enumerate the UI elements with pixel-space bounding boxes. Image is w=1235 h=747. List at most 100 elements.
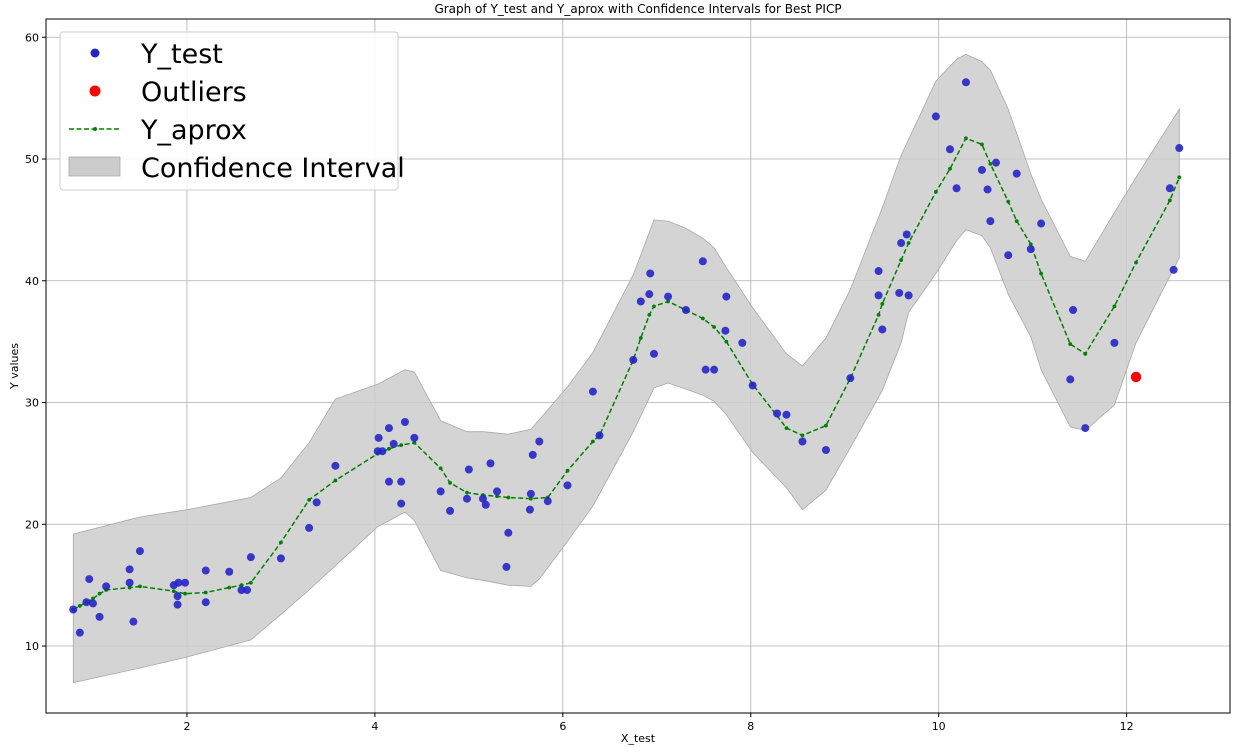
- y-test-point: [75, 628, 84, 637]
- legend: Y_test Outliers Y_aprox Confidence Inter…: [59, 31, 405, 191]
- y-test-point: [95, 612, 104, 621]
- y-test-point: [129, 617, 138, 626]
- confidence-interval-area: [72, 53, 1180, 684]
- y-test-point: [276, 554, 285, 563]
- y-aprox-marker: [127, 585, 132, 590]
- y-test-point: [902, 230, 911, 239]
- y-test-point: [878, 325, 887, 334]
- y-aprox-marker: [77, 603, 82, 608]
- y-test-point: [384, 477, 393, 486]
- y-aprox-marker: [1134, 260, 1138, 265]
- y-test-point: [649, 349, 658, 358]
- y-aprox-marker: [906, 241, 911, 245]
- y-aprox-marker: [465, 490, 469, 495]
- y-test-point: [636, 297, 645, 306]
- x-axis-ticks: 2 4 6 8 10 12: [183, 713, 1134, 733]
- y-aprox-marker: [1028, 242, 1033, 247]
- y-test-point: [173, 600, 182, 609]
- y-test-point: [983, 185, 992, 194]
- y-test-point: [481, 500, 490, 509]
- y-test-point: [69, 605, 78, 614]
- y-aprox-marker: [1039, 271, 1044, 276]
- y-aprox-marker: [227, 585, 232, 590]
- y-aprox-marker: [1167, 198, 1172, 203]
- y-aprox-marker: [495, 494, 499, 499]
- y-test-point: [1012, 169, 1021, 178]
- y-test-point: [1175, 144, 1184, 153]
- y-aprox-marker: [800, 433, 805, 438]
- y-aprox-marker: [899, 258, 904, 262]
- y-test-point: [773, 409, 782, 418]
- y-aprox-marker: [506, 495, 511, 500]
- x-tick-label: 2: [183, 720, 190, 733]
- y-aprox-marker: [933, 189, 938, 194]
- y-test-point: [400, 418, 409, 427]
- legend-label-confidence-interval: Confidence Interval: [141, 153, 405, 184]
- y-test-point: [243, 586, 252, 595]
- y-aprox-marker: [1014, 219, 1019, 224]
- legend-outliers-marker: [89, 85, 101, 97]
- y-test-point: [721, 326, 730, 335]
- y-aprox-marker: [279, 540, 283, 545]
- legend-y-test-marker: [90, 48, 100, 58]
- y-test-point: [748, 381, 757, 390]
- y-test-point: [535, 437, 544, 446]
- legend-swatch-y-aprox: [69, 127, 120, 131]
- y-test-point: [782, 410, 791, 419]
- y-test-point: [201, 566, 210, 575]
- y-aprox-marker: [91, 596, 95, 601]
- y-test-point: [436, 487, 445, 496]
- y-tick-label: 20: [25, 518, 39, 531]
- outlier-point: [1130, 371, 1142, 383]
- y-test-point: [1110, 338, 1119, 347]
- y-aprox-marker: [565, 468, 570, 473]
- y-test-point: [961, 78, 970, 87]
- y-test-point: [225, 567, 234, 576]
- y-test-point: [312, 498, 321, 507]
- y-test-point: [82, 598, 91, 607]
- y-aprox-marker: [700, 316, 705, 321]
- x-tick-label: 10: [932, 720, 946, 733]
- y-aprox-line: [72, 137, 1180, 611]
- y-test-point: [904, 291, 913, 300]
- chart-title: Graph of Y_test and Y_aprox with Confide…: [434, 2, 841, 16]
- y-axis-label: Y values: [8, 343, 21, 390]
- y-test-point: [846, 374, 855, 383]
- x-axis-label: X_test: [621, 732, 656, 745]
- y-test-point: [464, 465, 473, 474]
- y-aprox-marker: [980, 142, 984, 147]
- legend-confidence-swatch: [68, 156, 121, 177]
- x-tick-label: 8: [747, 720, 754, 733]
- y-test-point: [931, 112, 940, 121]
- y-test-point: [526, 489, 535, 498]
- y-aprox-marker: [248, 580, 253, 585]
- y-test-point: [588, 387, 597, 396]
- plot-frame: [45, 18, 1231, 714]
- y-test-point: [378, 447, 387, 456]
- y-test-point: [1081, 424, 1090, 433]
- y-aprox-marker: [666, 299, 670, 304]
- y-test-point: [504, 528, 513, 537]
- y-aprox-marker: [1177, 175, 1182, 180]
- outliers-series: [1130, 371, 1142, 383]
- y-test-point: [646, 269, 655, 278]
- y-test-point: [237, 586, 246, 595]
- x-tick-label: 6: [559, 720, 566, 733]
- y-aprox-marker: [638, 336, 643, 340]
- y-test-point: [1026, 245, 1035, 254]
- x-tick-label: 12: [1120, 720, 1134, 733]
- y-tick-label: 50: [25, 153, 39, 166]
- y-test-point: [305, 523, 314, 532]
- y-aprox-marker: [712, 325, 717, 329]
- y-test-point: [595, 431, 604, 440]
- y-tick-label: 30: [25, 397, 39, 410]
- y-test-point: [125, 578, 134, 587]
- x-tick-label: 4: [371, 720, 378, 733]
- y-test-point: [462, 494, 471, 503]
- y-aprox-marker: [171, 589, 176, 594]
- y-test-point: [698, 257, 707, 266]
- legend-label-y-aprox: Y_aprox: [140, 115, 247, 146]
- y-test-point: [992, 158, 1001, 167]
- y-test-point: [446, 506, 455, 515]
